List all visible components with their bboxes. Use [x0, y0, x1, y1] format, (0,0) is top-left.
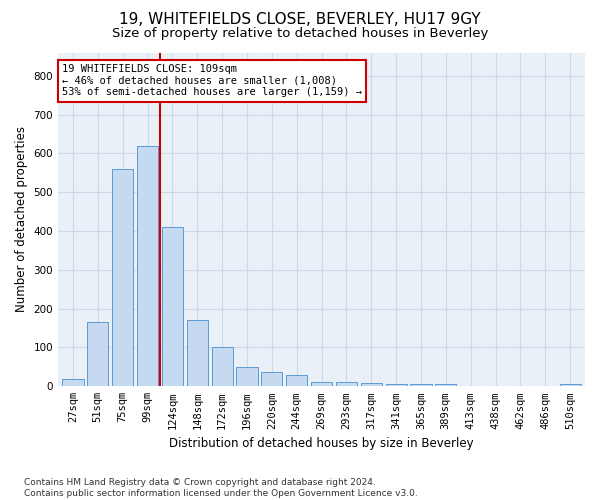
Bar [286, 374, 307, 386]
Bar [386, 384, 407, 386]
Bar [560, 384, 581, 386]
Text: Size of property relative to detached houses in Beverley: Size of property relative to detached ho… [112, 28, 488, 40]
Bar [212, 346, 233, 387]
Y-axis label: Number of detached properties: Number of detached properties [15, 126, 28, 312]
Bar [187, 320, 208, 386]
Bar [87, 322, 109, 386]
Bar [162, 227, 183, 386]
Bar [336, 382, 357, 386]
Bar [435, 384, 457, 386]
Bar [261, 372, 283, 386]
Bar [112, 169, 133, 386]
X-axis label: Distribution of detached houses by size in Beverley: Distribution of detached houses by size … [169, 437, 474, 450]
Text: 19 WHITEFIELDS CLOSE: 109sqm
← 46% of detached houses are smaller (1,008)
53% of: 19 WHITEFIELDS CLOSE: 109sqm ← 46% of de… [62, 64, 362, 98]
Bar [311, 382, 332, 386]
Text: 19, WHITEFIELDS CLOSE, BEVERLEY, HU17 9GY: 19, WHITEFIELDS CLOSE, BEVERLEY, HU17 9G… [119, 12, 481, 28]
Bar [137, 146, 158, 386]
Bar [62, 380, 83, 386]
Bar [236, 367, 257, 386]
Text: Contains HM Land Registry data © Crown copyright and database right 2024.
Contai: Contains HM Land Registry data © Crown c… [24, 478, 418, 498]
Bar [410, 384, 431, 386]
Bar [361, 383, 382, 386]
